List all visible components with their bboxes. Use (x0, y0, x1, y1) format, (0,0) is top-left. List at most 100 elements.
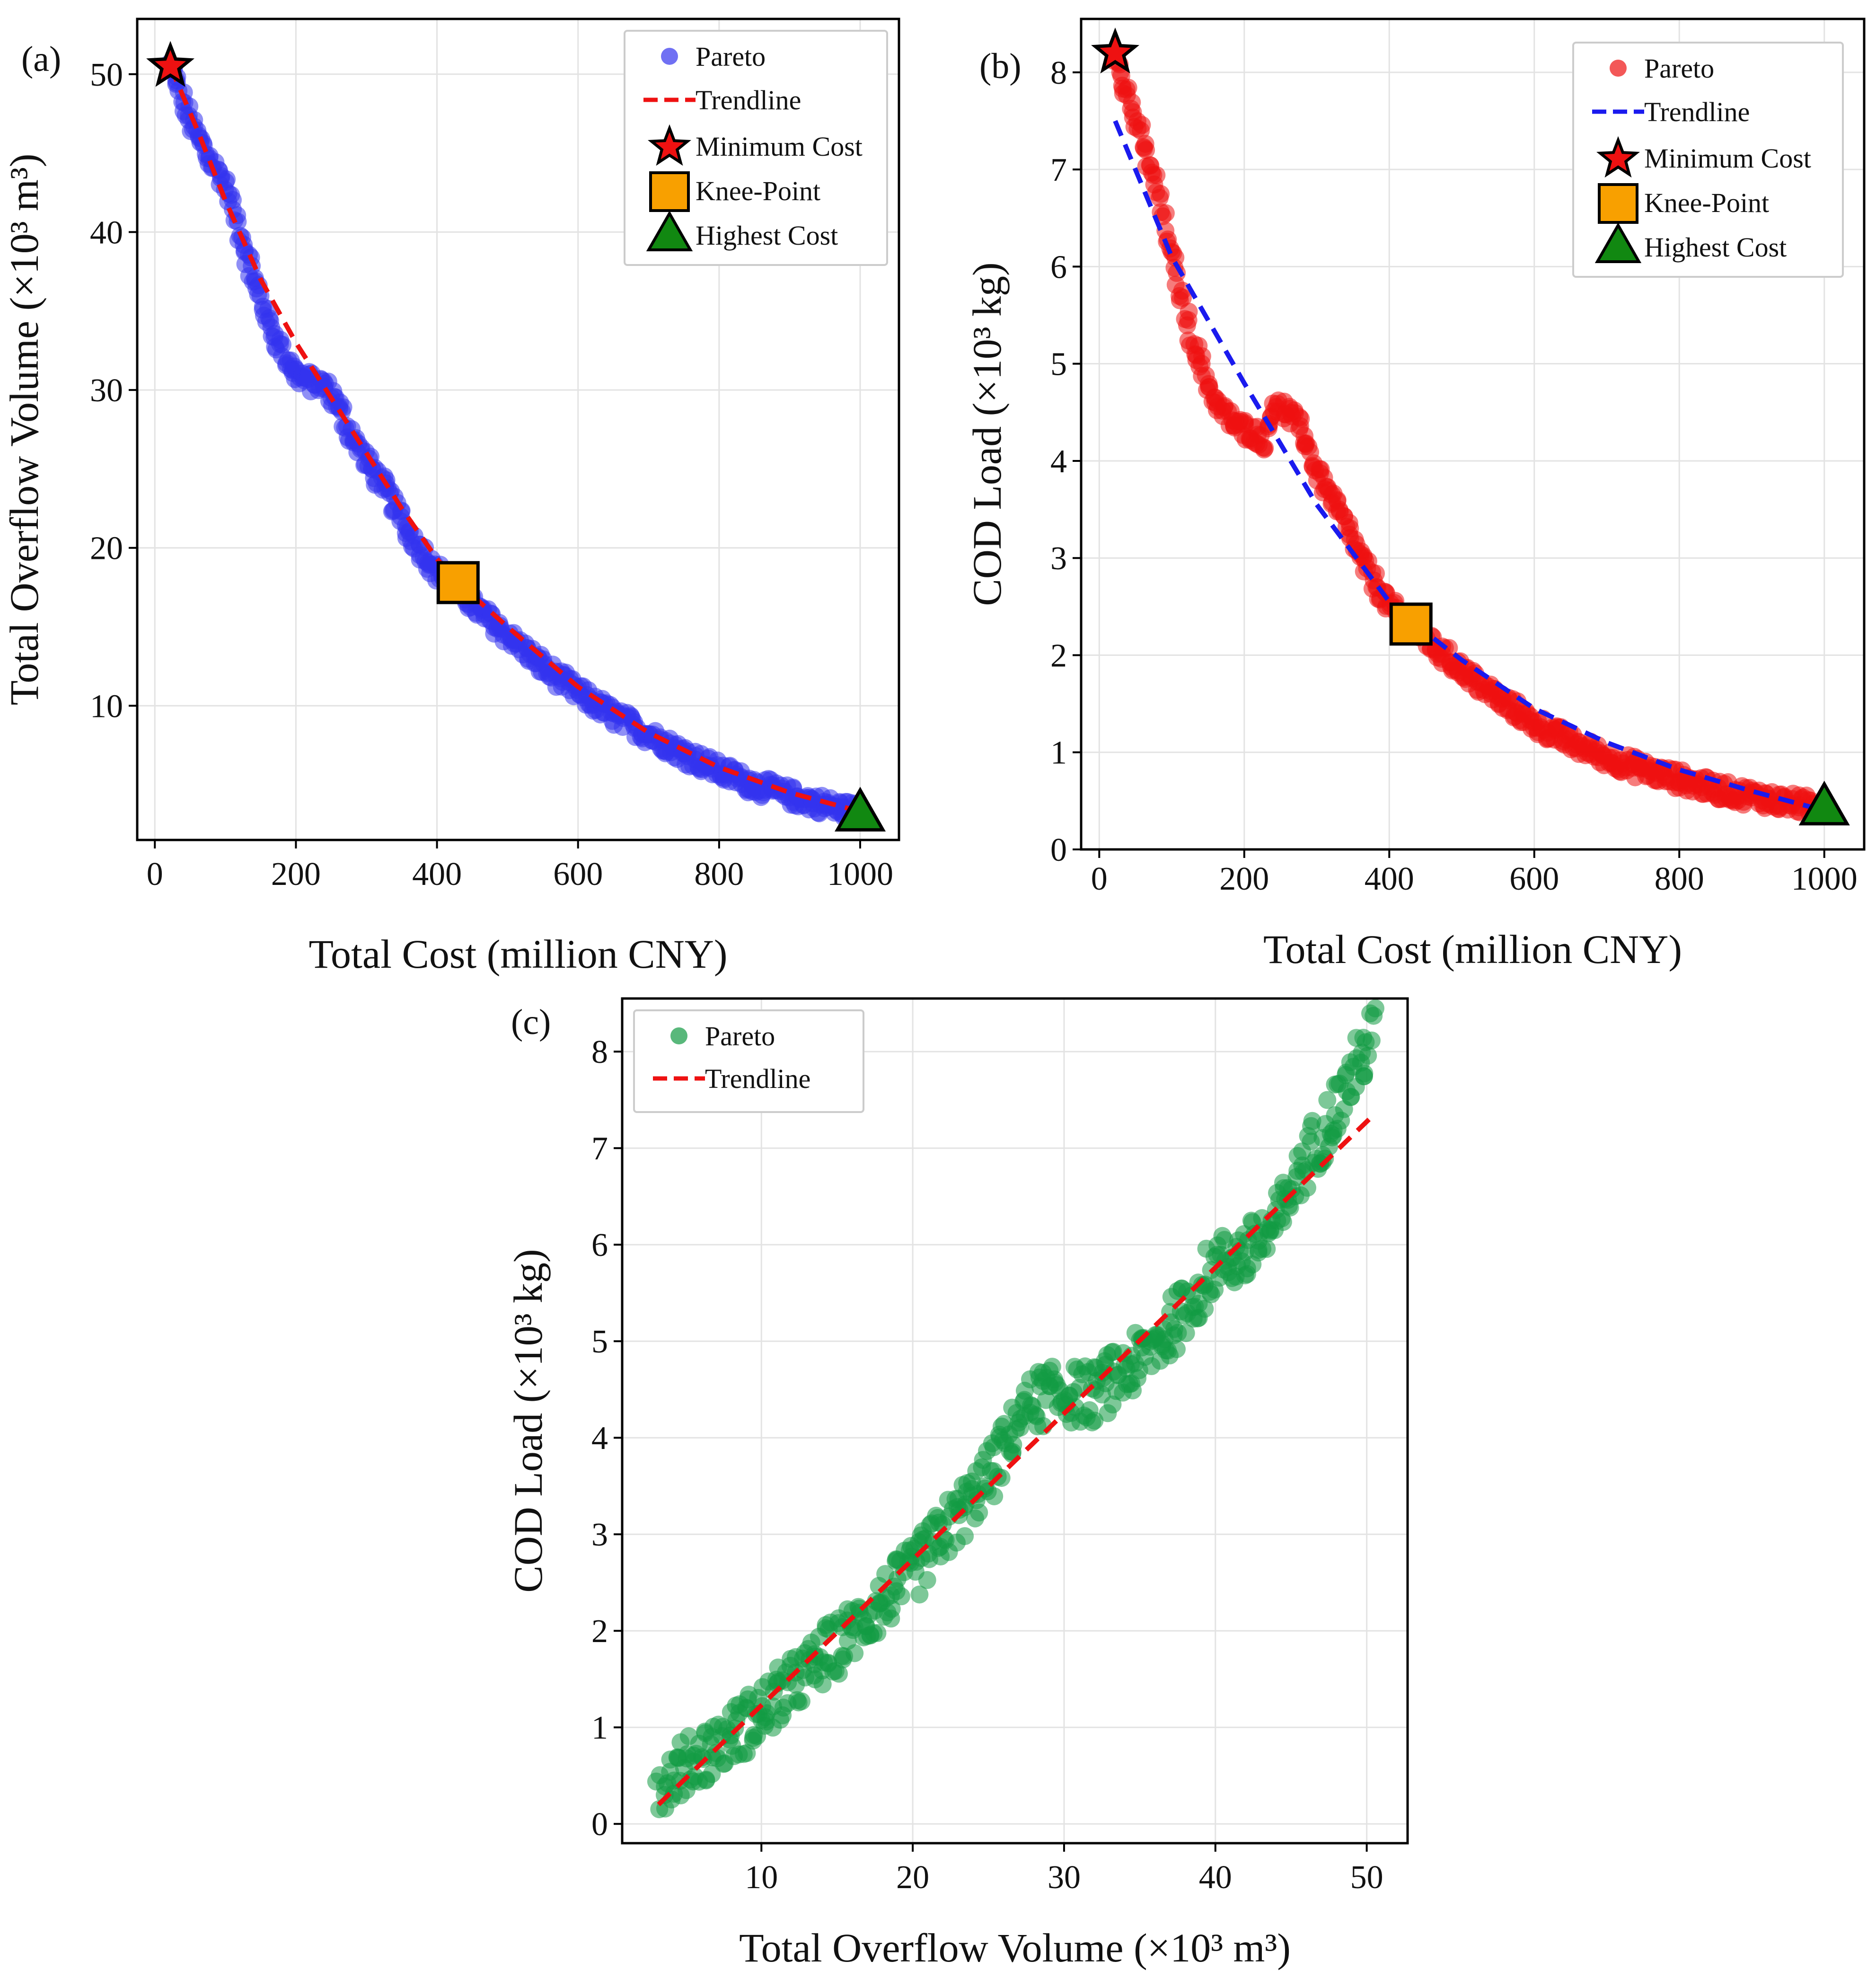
panel-b: 0 200 400 600 800 1000 0 1 2 3 4 5 6 7 8 Total Cost (mi… (964, 18, 1866, 972)
pareto-point (956, 1527, 974, 1546)
minimum-cost-marker (146, 41, 195, 87)
x-tick-label: 1000 (827, 856, 893, 892)
trendline (657, 1113, 1376, 1806)
legend-box (633, 1009, 864, 1113)
pareto-point (1362, 1031, 1381, 1050)
pareto-point (1258, 1240, 1276, 1258)
x-tick-label: 20 (896, 1859, 929, 1896)
legend-pareto-label: Pareto (705, 1021, 775, 1051)
x-tick-label: 10 (745, 1859, 778, 1896)
legend: Pareto Trendline Minimum Cost Knee-Point Hig… (1572, 42, 1844, 278)
knee-point-marker (436, 561, 480, 604)
pareto-point (1318, 1091, 1337, 1109)
x-tick-label: 50 (1350, 1859, 1383, 1896)
legend-highest-label: Highest Cost (696, 220, 838, 251)
pareto-point (868, 1624, 887, 1642)
y-tick-label: 2 (591, 1613, 608, 1650)
panel-label: (b) (979, 46, 1022, 86)
legend-highest-label: Highest Cost (1644, 232, 1787, 263)
legend-pareto-symbol (661, 48, 678, 65)
legend-trendline-label: Trendline (705, 1063, 810, 1094)
legend-trendline-label: Trendline (696, 85, 801, 115)
x-axis-title: Total Overflow Volume (×10³ m³) (739, 1925, 1291, 1970)
legend-knee-label: Knee-Point (696, 176, 820, 206)
pareto-point (1254, 438, 1272, 457)
pareto-point (1177, 1324, 1195, 1343)
pareto-point (910, 1585, 929, 1604)
pareto-point (789, 1693, 808, 1712)
x-tick-label: 800 (694, 856, 744, 892)
pareto-point (992, 1469, 1011, 1487)
x-tick-label: 600 (1509, 861, 1559, 897)
x-tick-label: 200 (1219, 861, 1269, 897)
pareto-point (224, 191, 242, 209)
y-tick-label: 20 (90, 530, 123, 567)
y-tick-label: 40 (90, 214, 123, 251)
legend-pareto-label: Pareto (1644, 53, 1714, 84)
pareto-point (985, 1487, 1004, 1505)
legend-box (624, 30, 888, 266)
legend-pareto-label: Pareto (696, 41, 766, 72)
highest-cost-marker (834, 786, 886, 832)
plot-frame (1080, 18, 1866, 851)
x-tick-label: 400 (412, 856, 462, 892)
pareto-point (273, 336, 291, 354)
x-tick-label: 40 (1199, 1859, 1232, 1896)
pareto-point (1359, 1046, 1377, 1065)
x-axis-title: Total Cost (million CNY) (1263, 927, 1682, 972)
x-tick-label: 30 (1048, 1859, 1081, 1896)
y-tick-label: 5 (591, 1324, 608, 1360)
pareto-point (918, 1571, 936, 1589)
pareto-point (1103, 1395, 1122, 1414)
pareto-point (1355, 1064, 1374, 1083)
legend-min-cost-label: Minimum Cost (1644, 143, 1811, 174)
pareto-point (970, 1503, 988, 1522)
panel-label: (c) (511, 1002, 551, 1042)
legend-highest-symbol (1594, 222, 1642, 263)
y-tick-label: 8 (1050, 55, 1067, 91)
pareto-point (1366, 999, 1384, 1017)
pareto-point (830, 1664, 848, 1683)
legend-trendline-label: Trendline (1644, 97, 1750, 127)
plot-frame (136, 18, 900, 841)
pareto-point (846, 1644, 864, 1662)
pareto-point (892, 1587, 910, 1606)
y-tick-label: 4 (1050, 443, 1067, 480)
x-tick-label: 0 (1091, 861, 1108, 897)
x-tick-label: 1000 (1791, 861, 1858, 897)
pareto-point (1196, 1299, 1214, 1318)
pareto-point (1168, 1340, 1186, 1358)
legend: Pareto Trendline (633, 1009, 864, 1113)
y-tick-label: 4 (591, 1420, 608, 1457)
legend-knee-label: Knee-Point (1644, 187, 1769, 218)
pareto-point (1137, 141, 1155, 159)
y-tick-label: 2 (1050, 637, 1067, 674)
y-tick-label: 6 (591, 1227, 608, 1263)
legend-knee-symbol (1598, 183, 1638, 224)
y-tick-label: 1 (591, 1710, 608, 1746)
knee-point-marker (1389, 602, 1433, 646)
pareto-point (218, 170, 236, 189)
pareto-point (1152, 185, 1170, 203)
plot-frame (621, 997, 1409, 1845)
y-tick-label: 5 (1050, 346, 1067, 383)
y-tick-label: 6 (1050, 249, 1067, 285)
pareto-point (1274, 1213, 1292, 1231)
pareto-point (1043, 1358, 1061, 1376)
y-tick-label: 0 (591, 1806, 608, 1843)
pareto-point (1174, 289, 1192, 307)
x-tick-label: 400 (1365, 861, 1414, 897)
pareto-point (1085, 1412, 1104, 1430)
y-axis-title: Total Overflow Volume (×10³ m³) (1, 154, 47, 706)
x-tick-label: 800 (1655, 861, 1704, 897)
legend-min-cost-label: Minimum Cost (696, 131, 863, 162)
legend-min-cost-symbol (648, 124, 691, 166)
legend: Pareto Trendline Minimum Cost Knee-Point Hig… (624, 30, 888, 266)
y-tick-label: 8 (591, 1034, 608, 1070)
y-tick-label: 10 (90, 688, 123, 724)
pareto-point (1440, 639, 1458, 657)
pareto-point (1178, 316, 1196, 335)
minimum-cost-marker (1091, 27, 1140, 74)
legend-pareto-symbol (670, 1027, 687, 1044)
y-axis-title: COD Load (×10³ kg) (964, 262, 1010, 606)
